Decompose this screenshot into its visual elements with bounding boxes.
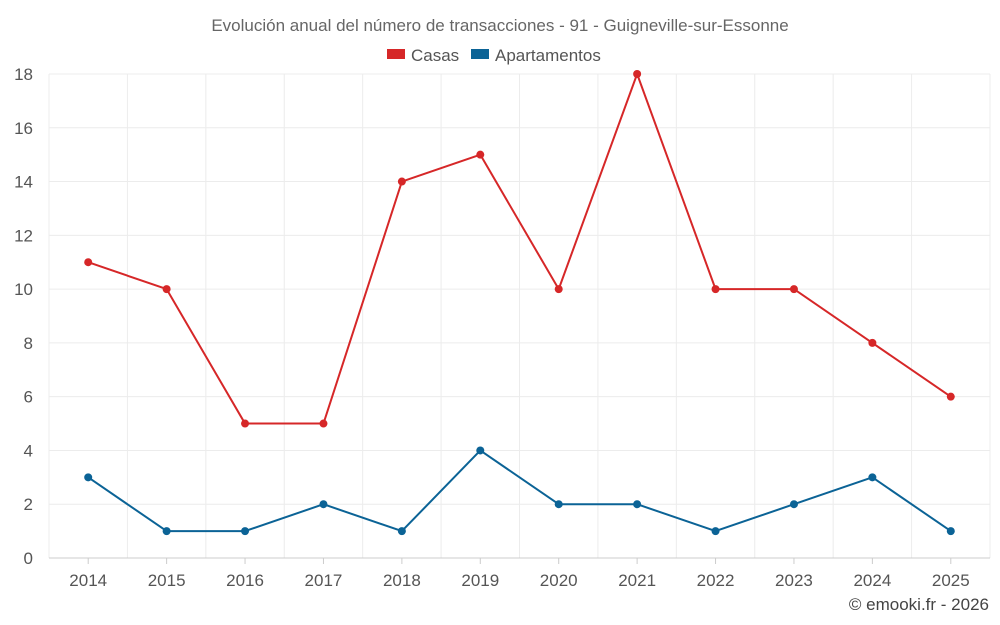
point-casas-2025[interactable] bbox=[946, 392, 955, 401]
point-casas-2016[interactable] bbox=[241, 419, 250, 428]
x-tick-label-2024: 2024 bbox=[853, 571, 891, 590]
grid bbox=[48, 73, 991, 559]
x-tick-label-2025: 2025 bbox=[932, 571, 970, 590]
point-apartamentos-2014[interactable] bbox=[84, 473, 93, 482]
point-casas-2015[interactable] bbox=[162, 285, 171, 294]
series-apartamentos bbox=[84, 446, 955, 536]
series-casas bbox=[84, 70, 955, 428]
point-casas-2024[interactable] bbox=[868, 338, 877, 347]
y-tick-label-4: 4 bbox=[24, 441, 33, 460]
point-apartamentos-2025[interactable] bbox=[946, 527, 955, 536]
point-casas-2018[interactable] bbox=[397, 177, 406, 186]
point-casas-2023[interactable] bbox=[789, 285, 798, 294]
point-apartamentos-2024[interactable] bbox=[868, 473, 877, 482]
x-tick-label-2014: 2014 bbox=[69, 571, 107, 590]
point-casas-2017[interactable] bbox=[319, 419, 328, 428]
x-tick-label-2016: 2016 bbox=[226, 571, 264, 590]
x-tick-label-2023: 2023 bbox=[775, 571, 813, 590]
point-apartamentos-2021[interactable] bbox=[633, 500, 642, 509]
chart-title: Evolución anual del número de transaccio… bbox=[211, 16, 788, 35]
x-tick-label-2021: 2021 bbox=[618, 571, 656, 590]
y-tick-label-18: 18 bbox=[14, 65, 33, 84]
y-tick-label-2: 2 bbox=[24, 495, 33, 514]
point-casas-2021[interactable] bbox=[633, 70, 642, 78]
series-line-casas bbox=[87, 73, 952, 425]
legend-item-apartamentos[interactable]: Apartamentos bbox=[471, 46, 601, 65]
y-tick-label-16: 16 bbox=[14, 119, 33, 138]
y-tick-label-10: 10 bbox=[14, 280, 33, 299]
y-tick-label-8: 8 bbox=[24, 334, 33, 353]
legend-swatch-casas bbox=[387, 49, 405, 59]
series-layer bbox=[84, 70, 955, 536]
x-tick-label-2020: 2020 bbox=[540, 571, 578, 590]
point-apartamentos-2020[interactable] bbox=[554, 500, 563, 509]
y-tick-label-6: 6 bbox=[24, 388, 33, 407]
point-apartamentos-2017[interactable] bbox=[319, 500, 328, 509]
point-apartamentos-2016[interactable] bbox=[241, 527, 250, 536]
credit-text: © emooki.fr - 2026 bbox=[849, 595, 989, 614]
y-tick-label-14: 14 bbox=[14, 173, 33, 192]
series-line-apartamentos bbox=[87, 449, 952, 533]
point-apartamentos-2023[interactable] bbox=[789, 500, 798, 509]
x-tick-label-2017: 2017 bbox=[305, 571, 343, 590]
y-axis-ticks: 0 2 4 6 8 10 12 14 16 18 bbox=[14, 65, 33, 568]
point-apartamentos-2018[interactable] bbox=[397, 527, 406, 536]
legend-item-casas[interactable]: Casas bbox=[387, 46, 459, 65]
y-tick-label-0: 0 bbox=[24, 549, 33, 568]
point-apartamentos-2019[interactable] bbox=[476, 446, 485, 455]
legend-label-apartamentos: Apartamentos bbox=[495, 46, 601, 65]
x-tick-label-2018: 2018 bbox=[383, 571, 421, 590]
x-tick-label-2019: 2019 bbox=[461, 571, 499, 590]
legend-label-casas: Casas bbox=[411, 46, 459, 65]
legend-swatch-apartamentos bbox=[471, 49, 489, 59]
x-tick-label-2015: 2015 bbox=[148, 571, 186, 590]
x-axis-ticks: 2014 2015 2016 2017 2018 2019 2020 2021 2022 2023… bbox=[69, 558, 970, 590]
point-casas-2020[interactable] bbox=[554, 285, 563, 294]
legend: Casas Apartamentos bbox=[387, 46, 601, 65]
x-tick-label-2022: 2022 bbox=[697, 571, 735, 590]
point-casas-2019[interactable] bbox=[476, 150, 485, 159]
point-apartamentos-2022[interactable] bbox=[711, 527, 720, 536]
point-apartamentos-2015[interactable] bbox=[162, 527, 171, 536]
point-casas-2022[interactable] bbox=[711, 285, 720, 294]
point-casas-2014[interactable] bbox=[84, 258, 93, 267]
y-tick-label-12: 12 bbox=[14, 226, 33, 245]
